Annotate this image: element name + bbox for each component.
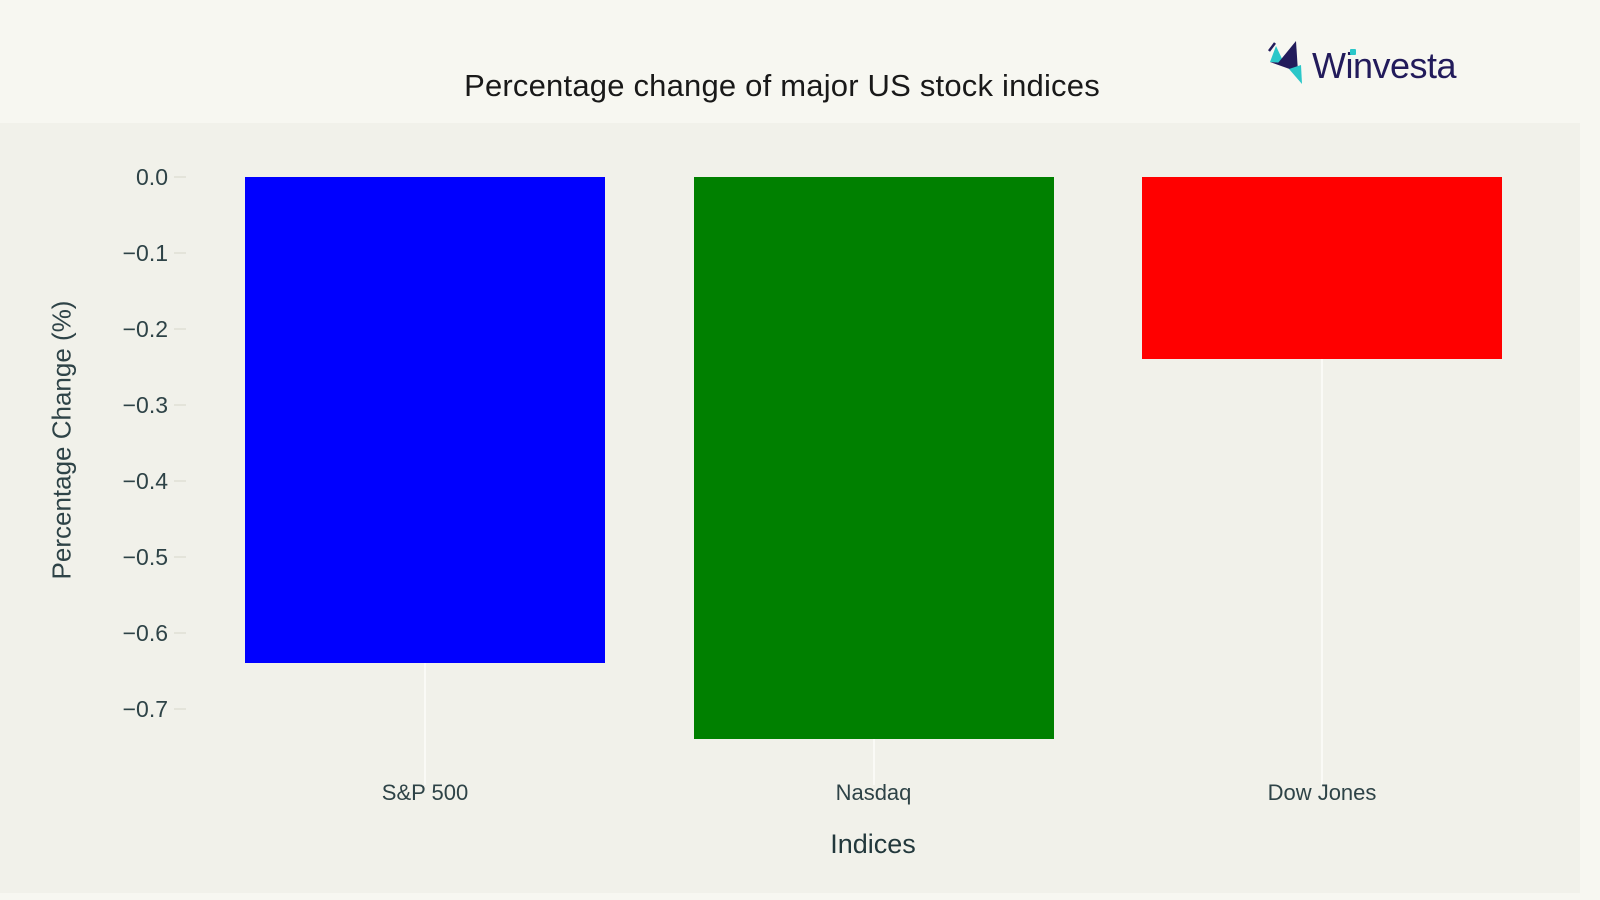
bar-dow-jones bbox=[1142, 177, 1502, 360]
chart-title: Percentage change of major US stock indi… bbox=[464, 68, 1100, 103]
y-tick-label: 0.0 bbox=[136, 164, 168, 190]
y-tick-label: −0.2 bbox=[122, 316, 168, 342]
y-tick-mark bbox=[174, 556, 186, 558]
y-axis-title: Percentage Change (%) bbox=[46, 300, 77, 580]
bar-s-p-500 bbox=[245, 177, 605, 664]
winvesta-logo: Winvesta bbox=[1243, 34, 1457, 98]
x-tick-label: Nasdaq bbox=[835, 780, 912, 805]
y-tick-mark bbox=[174, 404, 186, 406]
x-axis-title: Indices bbox=[830, 829, 916, 859]
y-tick-label: −0.3 bbox=[122, 392, 168, 418]
y-tick-mark bbox=[174, 480, 186, 482]
winvesta-bird-icon bbox=[1268, 41, 1302, 84]
winvesta-wordmark-text: Winvesta bbox=[1312, 45, 1457, 86]
bar-nasdaq bbox=[693, 177, 1054, 740]
y-tick-label: −0.4 bbox=[122, 468, 168, 494]
y-tick-mark bbox=[174, 632, 186, 634]
x-tick-label: S&P 500 bbox=[381, 780, 469, 805]
y-tick-label: −0.1 bbox=[122, 240, 168, 266]
y-tick-mark bbox=[174, 708, 186, 710]
category-gridline bbox=[1321, 177, 1323, 785]
y-tick-mark bbox=[174, 176, 186, 178]
x-tick-label: Dow Jones bbox=[1267, 780, 1377, 805]
y-tick-label: −0.7 bbox=[122, 696, 168, 722]
winvesta-i-dot bbox=[1350, 49, 1356, 55]
y-tick-mark bbox=[174, 328, 186, 330]
winvesta-wordmark: Winvesta bbox=[1312, 45, 1457, 86]
y-tick-label: −0.6 bbox=[122, 620, 168, 646]
y-tick-label: −0.5 bbox=[122, 544, 168, 570]
y-tick-mark bbox=[174, 252, 186, 254]
